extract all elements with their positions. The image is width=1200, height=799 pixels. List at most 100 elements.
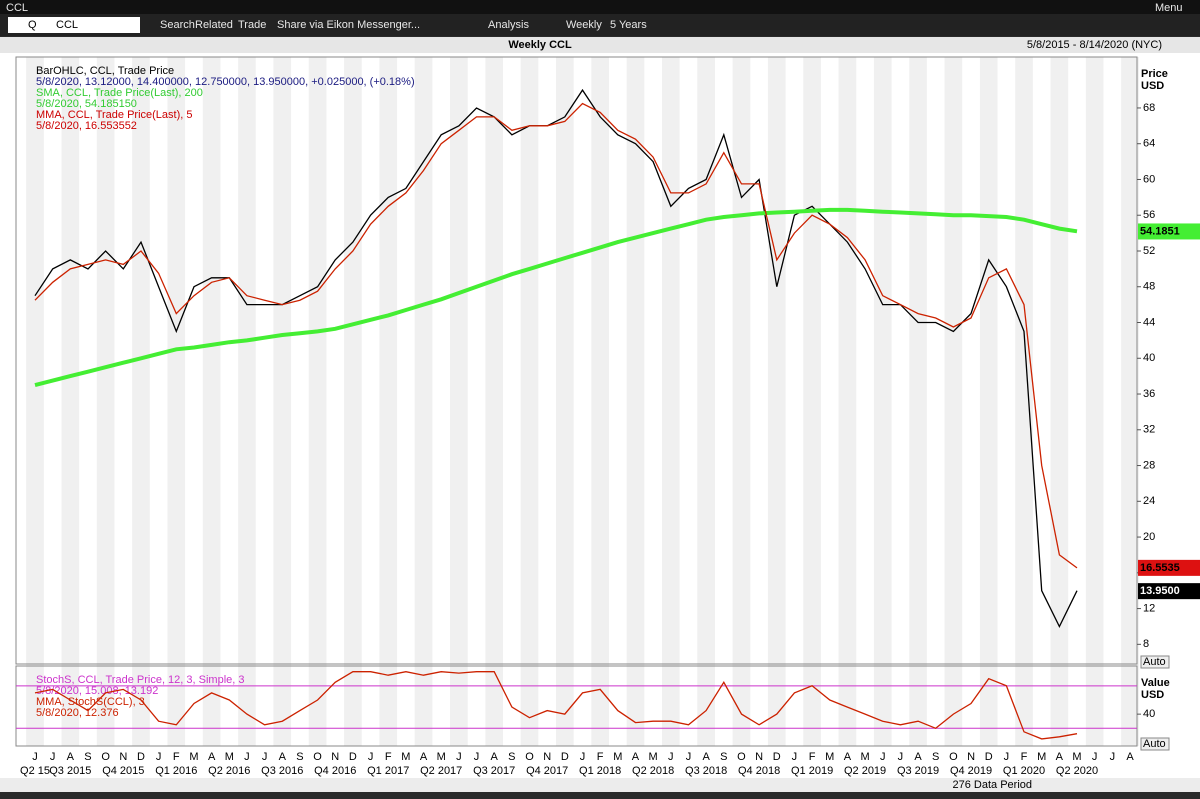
auto-label[interactable]: Auto [1143,738,1166,750]
x-tick-label: S [84,751,91,763]
quarter-label: Q1 2017 [367,765,409,777]
y-tick-label: 64 [1143,138,1155,150]
toolbar-item[interactable]: 5 Years [610,19,647,31]
series-line [34,207,1078,388]
month-stripe [1085,57,1104,746]
date-range: 5/8/2015 - 8/14/2020 (NYC) [1027,39,1162,51]
price-tag-label: 54.1851 [1140,225,1180,237]
x-tick-label: A [914,751,922,763]
price-tag-label: 13.9500 [1140,585,1180,597]
auto-btn[interactable] [1140,655,1170,669]
x-tick-label: A [1126,751,1134,763]
month-stripe [96,57,115,746]
x-tick-label: A [420,751,428,763]
series-line [34,88,1078,628]
x-tick-label: S [508,751,515,763]
toolbar-item[interactable]: Search [160,19,195,31]
x-tick-label: F [173,751,180,763]
legend-line: 5/8/2020, 13.12000, 14.400000, 12.750000… [36,76,415,88]
x-tick-label: N [967,751,975,763]
ric-type: Q [28,19,37,31]
x-tick-label: D [985,751,993,763]
month-stripe [450,57,468,746]
x-tick-label: J [244,751,250,763]
x-tick-label: F [597,751,604,763]
x-tick-label: A [491,751,499,763]
price-tag [1138,559,1200,576]
month-stripe [873,57,892,746]
x-tick-label: J [898,751,904,763]
auto-btn[interactable] [1140,737,1170,751]
axis-unit: USD [1141,80,1164,92]
quarter-label: Q2 2016 [208,765,250,777]
x-tick-label: J [50,751,56,763]
month-stripe [591,57,609,746]
x-tick-label: A [702,751,710,763]
x-tick-label: J [1092,751,1098,763]
menu[interactable]: Menu [1155,2,1183,14]
x-tick-label: M [189,751,198,763]
toolbar-item[interactable]: Trade [238,19,266,31]
month-stripe [61,57,80,746]
x-tick-label: D [561,751,569,763]
ric-input[interactable]: CCL [56,19,78,31]
x-tick-label: M [1037,751,1046,763]
quarter-label: Q4 2019 [950,765,992,777]
month-stripe [909,57,927,746]
y-tick-label: 8 [1143,638,1149,650]
quarter-label: Q2 2017 [420,765,462,777]
toolbar-item[interactable]: Analysis [488,19,529,31]
month-stripe [308,57,327,746]
quarter-label: Q2 2019 [844,765,886,777]
x-tick-label: O [313,751,322,763]
x-tick-label: J [456,751,462,763]
quarter-label: Q3 2017 [473,765,515,777]
quarter-label: Q2 2020 [1056,765,1098,777]
x-tick-label: J [880,751,886,763]
x-tick-label: O [101,751,110,763]
price-tag-label: 16.5535 [1140,562,1180,574]
price-tag [1138,583,1200,600]
x-tick-label: J [368,751,374,763]
x-tick-label: M [825,751,834,763]
month-stripe [414,57,433,746]
legend-line: StochS, CCL, Trade Price, 12, 3, Simple,… [36,674,244,686]
month-stripe [803,57,821,746]
x-tick-label: O [949,751,958,763]
month-stripe [556,57,574,746]
quarter-label: Q1 2020 [1003,765,1045,777]
x-tick-label: M [401,751,410,763]
toolbar-item[interactable]: Related [195,19,233,31]
x-tick-label: N [119,751,127,763]
axis-label: Price [1141,68,1168,80]
month-stripe [979,57,998,746]
quarter-label: Q2 2018 [632,765,674,777]
legend-line: MMA, StochS(CCL), 3 [36,696,145,708]
x-tick-label: D [137,751,145,763]
ric-box[interactable] [8,17,140,33]
data-period: 276 Data Period [953,779,1033,791]
y-tick-label: 36 [1143,388,1155,400]
toolbar [0,14,1200,36]
scroll-bar[interactable] [0,778,1200,792]
y-tick-label: 60 [1143,173,1155,185]
x-tick-label: F [1021,751,1028,763]
x-tick-label: O [737,751,746,763]
quarter-label: Q3 2018 [685,765,727,777]
y-tick-label: 40 [1143,708,1155,720]
quarter-label: Q2 15 [20,765,50,777]
plot-border [15,56,1138,665]
x-tick-label: M [649,751,658,763]
auto-label[interactable]: Auto [1143,656,1166,668]
window-title: CCL [6,2,28,14]
x-tick-label: J [262,751,268,763]
y-tick-label: 48 [1143,281,1155,293]
toolbar-item[interactable]: Share via Eikon Messenger... [277,19,420,31]
month-stripe [379,57,398,746]
month-stripe [26,57,44,746]
month-stripe [273,57,292,746]
x-tick-label: J [668,751,674,763]
toolbar-item[interactable]: Weekly [566,19,602,31]
